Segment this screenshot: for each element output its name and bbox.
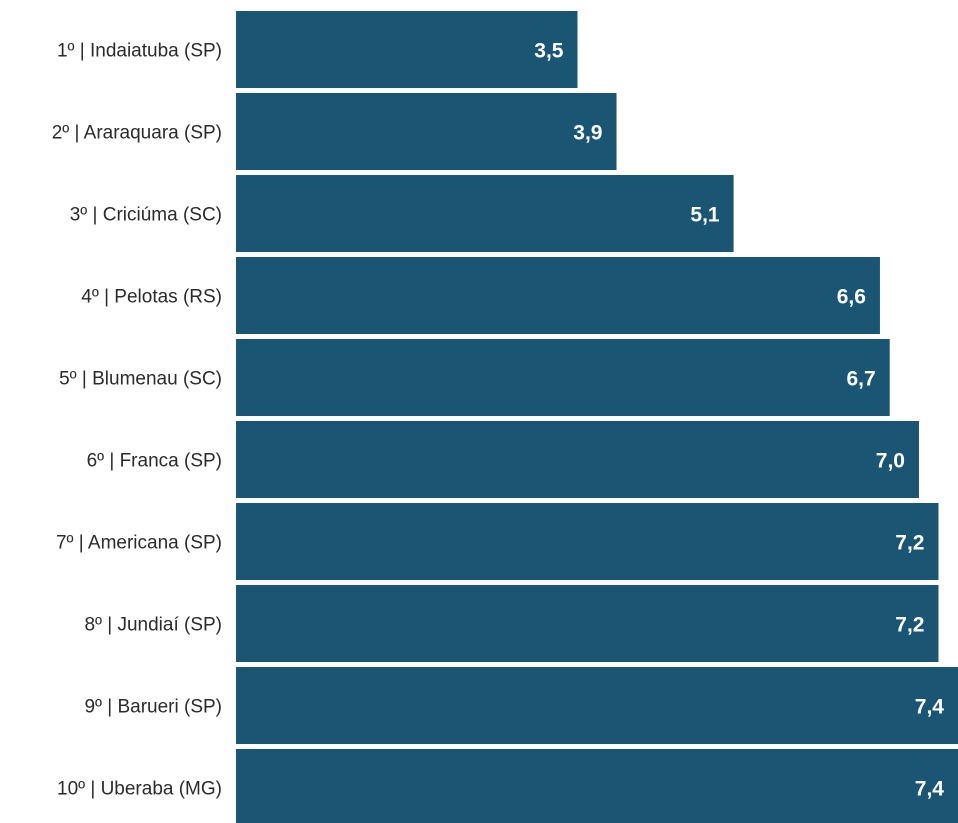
bar-1	[236, 11, 578, 88]
value-label-3: 5,1	[690, 204, 720, 227]
value-label-7: 7,2	[895, 532, 924, 555]
value-label-4: 6,6	[837, 286, 866, 309]
value-label-2: 3,9	[573, 122, 602, 145]
bar-4	[236, 257, 880, 334]
bar-2	[236, 93, 617, 170]
category-label-10: 10º | Uberaba (MG)	[57, 779, 222, 800]
bar-9	[236, 667, 958, 744]
category-label-7: 7º | Americana (SP)	[56, 533, 222, 554]
value-labels-layer: 3,5 3,9 5,1 6,6 6,7 7,0 7,2 7,2 7,4 7,4	[534, 40, 944, 801]
value-label-10: 7,4	[915, 778, 945, 801]
bar-5	[236, 339, 890, 416]
category-label-8: 8º | Jundiaí (SP)	[84, 615, 222, 636]
category-labels-layer: 1º | Indaiatuba (SP) 2º | Araraquara (SP)…	[52, 41, 222, 800]
value-label-9: 7,4	[915, 696, 945, 719]
category-label-3: 3º | Criciúma (SC)	[70, 205, 222, 226]
value-label-8: 7,2	[895, 614, 924, 637]
bar-6	[236, 421, 919, 498]
category-label-5: 5º | Blumenau (SC)	[59, 369, 222, 390]
category-label-2: 2º | Araraquara (SP)	[52, 123, 222, 144]
value-label-1: 3,5	[534, 40, 564, 63]
category-label-4: 4º | Pelotas (RS)	[81, 287, 222, 308]
bar-8	[236, 585, 939, 662]
bar-10	[236, 749, 958, 823]
category-label-1: 1º | Indaiatuba (SP)	[57, 41, 222, 62]
bar-7	[236, 503, 939, 580]
category-label-6: 6º | Franca (SP)	[87, 451, 222, 472]
bar-3	[236, 175, 734, 252]
value-label-5: 6,7	[846, 368, 875, 391]
value-label-6: 7,0	[876, 450, 905, 473]
category-label-9: 9º | Barueri (SP)	[84, 697, 222, 718]
bars-layer	[236, 11, 958, 823]
